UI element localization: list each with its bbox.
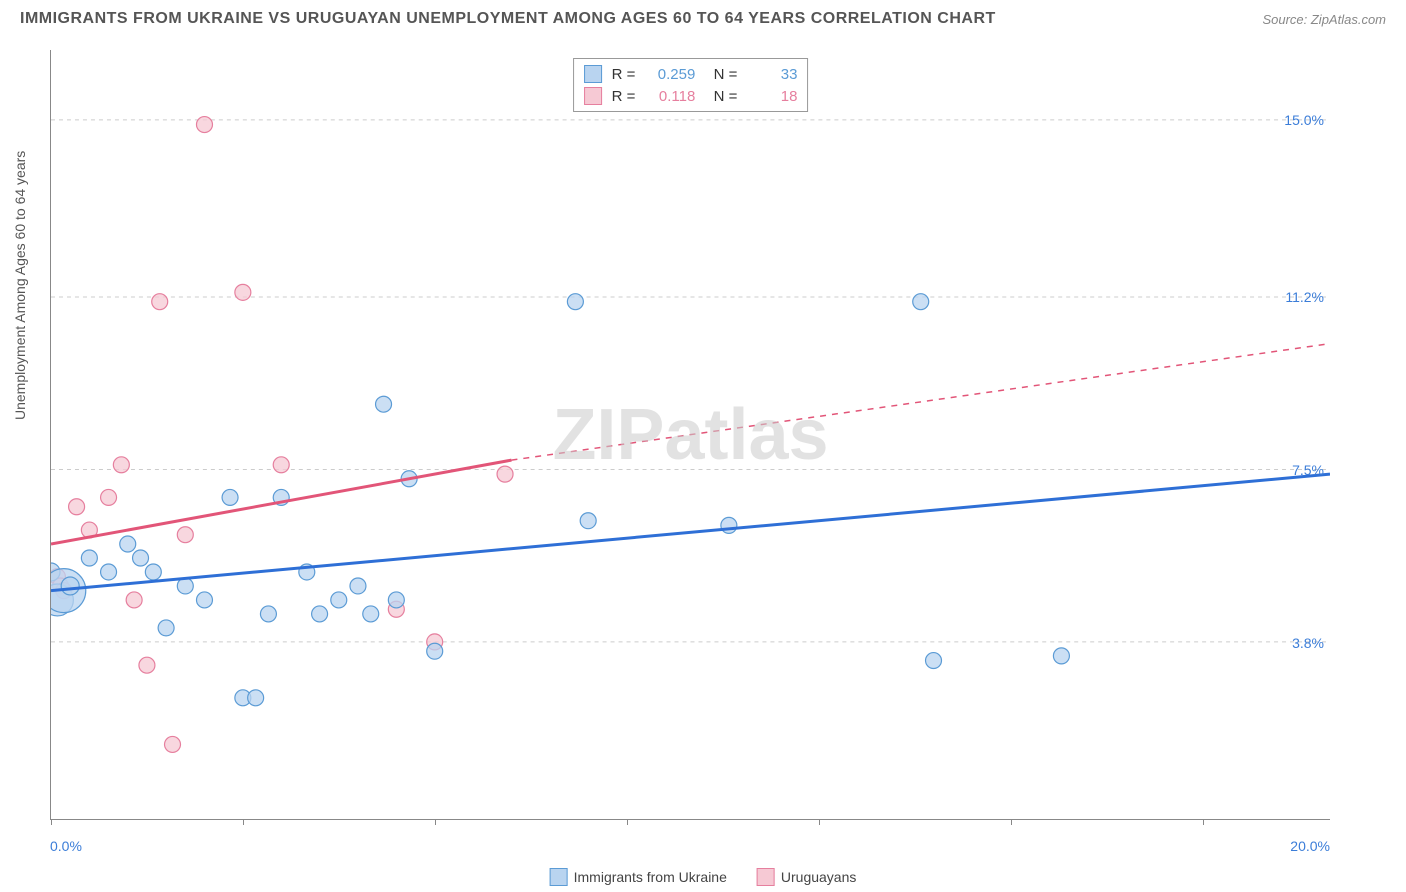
- scatter-point: [350, 578, 366, 594]
- legend-row-series-1: R = 0.259 N = 33: [584, 63, 798, 85]
- trend-line: [511, 344, 1330, 461]
- scatter-point: [196, 592, 212, 608]
- r-label: R =: [612, 88, 636, 105]
- scatter-point: [120, 536, 136, 552]
- legend-item: Uruguayans: [757, 868, 857, 886]
- legend-swatch-icon: [757, 868, 775, 886]
- x-tick: [243, 819, 244, 825]
- scatter-point: [133, 550, 149, 566]
- scatter-point: [427, 643, 443, 659]
- scatter-point: [235, 284, 251, 300]
- scatter-point: [158, 620, 174, 636]
- n-label: N =: [705, 88, 737, 105]
- scatter-point: [260, 606, 276, 622]
- correlation-legend: R = 0.259 N = 33 R = 0.118 N = 18: [573, 58, 809, 112]
- chart-container: IMMIGRANTS FROM UKRAINE VS URUGUAYAN UNE…: [0, 0, 1406, 892]
- y-grid-label: 15.0%: [1284, 112, 1324, 128]
- y-grid-label: 7.5%: [1292, 462, 1324, 478]
- scatter-point: [81, 550, 97, 566]
- y-axis-label: Unemployment Among Ages 60 to 64 years: [12, 151, 28, 420]
- scatter-point: [196, 117, 212, 133]
- legend-row-series-2: R = 0.118 N = 18: [584, 85, 798, 107]
- scatter-point: [139, 657, 155, 673]
- x-axis-max-label: 20.0%: [1290, 838, 1330, 854]
- y-grid-label: 11.2%: [1285, 289, 1324, 305]
- scatter-point: [101, 489, 117, 505]
- scatter-point: [331, 592, 347, 608]
- x-tick: [627, 819, 628, 825]
- scatter-point: [248, 690, 264, 706]
- x-axis-min-label: 0.0%: [50, 838, 82, 854]
- scatter-point: [69, 499, 85, 515]
- scatter-point: [152, 294, 168, 310]
- x-tick: [1203, 819, 1204, 825]
- scatter-point: [913, 294, 929, 310]
- legend-swatch-icon: [584, 65, 602, 83]
- n-value: 18: [747, 88, 797, 105]
- legend-item: Immigrants from Ukraine: [550, 868, 727, 886]
- r-value: 0.259: [645, 66, 695, 83]
- scatter-point: [376, 396, 392, 412]
- scatter-point: [101, 564, 117, 580]
- source-text: Source: ZipAtlas.com: [1262, 12, 1386, 27]
- x-tick: [1011, 819, 1012, 825]
- legend-label: Immigrants from Ukraine: [574, 869, 727, 885]
- n-label: N =: [705, 66, 737, 83]
- x-tick: [51, 819, 52, 825]
- legend-label: Uruguayans: [781, 869, 857, 885]
- trend-line: [51, 474, 1330, 591]
- scatter-point: [497, 466, 513, 482]
- legend-swatch-icon: [550, 868, 568, 886]
- scatter-point: [273, 457, 289, 473]
- scatter-point: [1053, 648, 1069, 664]
- chart-title: IMMIGRANTS FROM UKRAINE VS URUGUAYAN UNE…: [20, 10, 996, 28]
- y-grid-label: 3.8%: [1292, 635, 1324, 651]
- scatter-point: [126, 592, 142, 608]
- scatter-point: [177, 527, 193, 543]
- scatter-point: [363, 606, 379, 622]
- x-tick: [819, 819, 820, 825]
- scatter-point: [61, 577, 79, 595]
- plot-area: ZIPatlas R = 0.259 N = 33 R = 0.118 N = …: [50, 50, 1330, 820]
- scatter-point: [165, 736, 181, 752]
- scatter-point: [113, 457, 129, 473]
- x-tick: [435, 819, 436, 825]
- r-label: R =: [612, 66, 636, 83]
- n-value: 33: [747, 66, 797, 83]
- scatter-svg: [51, 50, 1330, 819]
- scatter-point: [580, 513, 596, 529]
- bottom-legend: Immigrants from Ukraine Uruguayans: [550, 868, 857, 886]
- scatter-point: [222, 489, 238, 505]
- scatter-point: [721, 517, 737, 533]
- scatter-point: [388, 592, 404, 608]
- scatter-point: [312, 606, 328, 622]
- r-value: 0.118: [645, 88, 695, 105]
- scatter-point: [567, 294, 583, 310]
- scatter-point: [926, 653, 942, 669]
- legend-swatch-icon: [584, 87, 602, 105]
- scatter-point: [145, 564, 161, 580]
